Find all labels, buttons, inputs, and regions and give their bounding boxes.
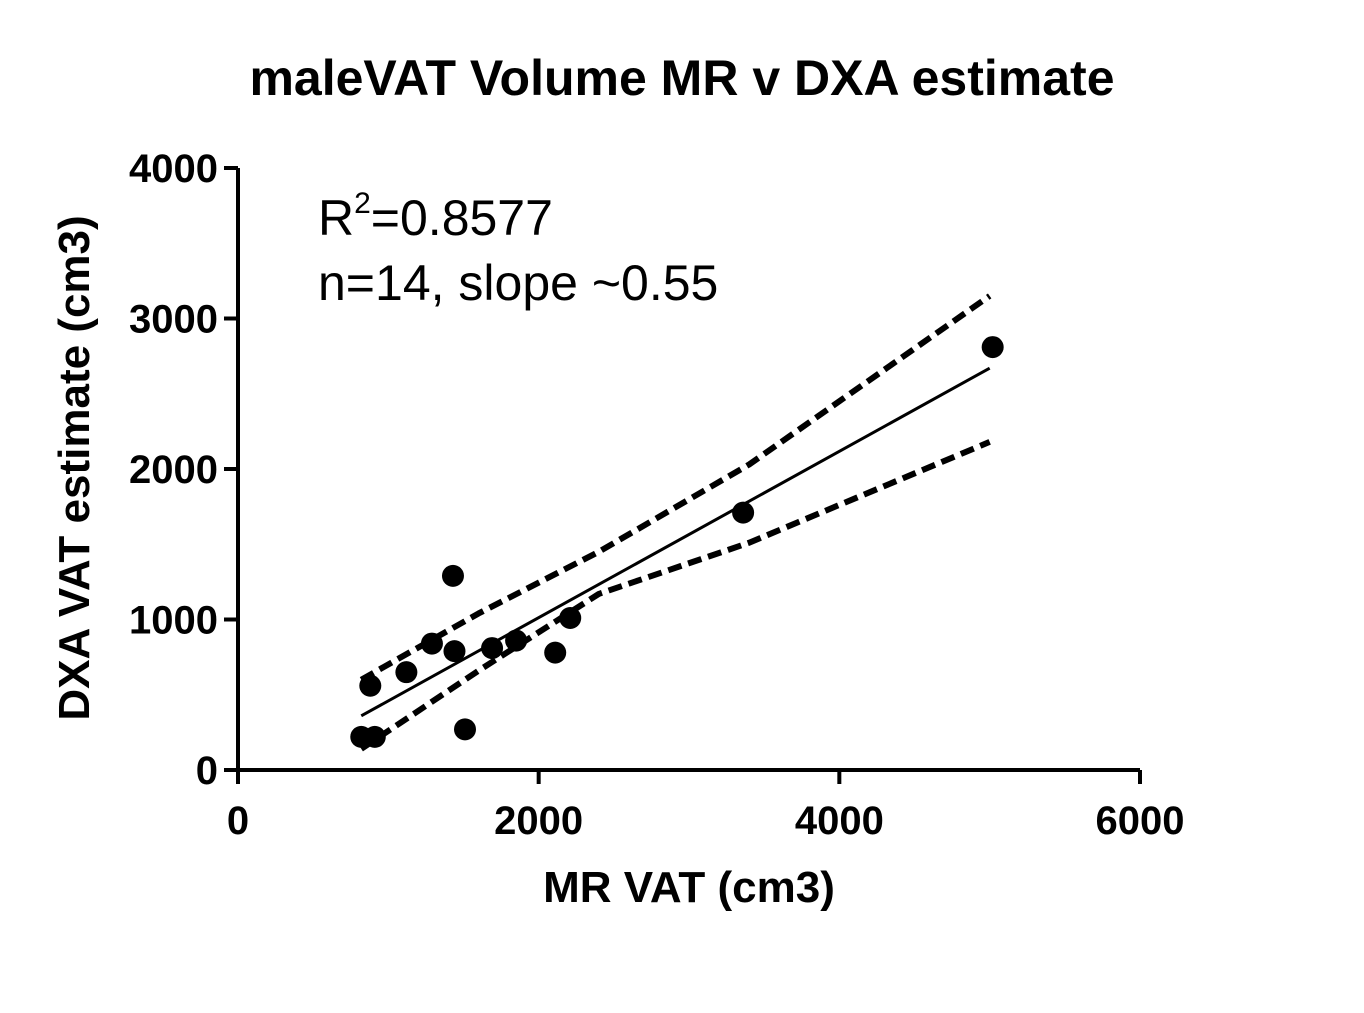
regression-group [360, 366, 991, 718]
confidence-bands [359, 293, 992, 752]
chart-title: maleVAT Volume MR v DXA estimate [249, 50, 1114, 106]
x-ticks: 0 2000 4000 6000 [227, 770, 1185, 843]
x-tick-label: 2000 [494, 799, 583, 843]
r-squared-base: R [318, 190, 354, 246]
data-point [420, 632, 443, 655]
data-point [454, 718, 477, 741]
data-point [981, 336, 1004, 359]
r-squared-value: =0.8577 [371, 190, 553, 246]
data-point [481, 637, 504, 660]
x-axis-label: MR VAT (cm3) [543, 863, 835, 912]
plot-area [350, 293, 1004, 752]
data-point [505, 629, 528, 652]
x-tick-label: 4000 [795, 799, 884, 843]
data-point [544, 641, 567, 664]
y-tick-label: 1000 [129, 599, 218, 643]
regression-line [360, 366, 991, 718]
upper-confidence-band [359, 293, 992, 683]
y-tick-label: 3000 [129, 298, 218, 342]
data-point [443, 640, 466, 663]
data-point [441, 564, 464, 587]
y-axis-label: DXA VAT estimate (cm3) [50, 215, 99, 720]
data-points [350, 336, 1004, 748]
x-tick-label: 0 [227, 799, 249, 843]
y-tick-label: 0 [196, 749, 218, 793]
lower-confidence-band [359, 439, 991, 752]
r-squared-exponent: 2 [354, 187, 371, 220]
axes: 0 2000 4000 6000 0 1000 2000 3000 4000 [129, 147, 1184, 843]
data-point [732, 501, 755, 524]
y-ticks: 0 1000 2000 3000 4000 [129, 147, 238, 793]
data-point [395, 661, 418, 684]
r-squared-annotation: R2=0.8577 [318, 187, 553, 246]
x-tick-label: 6000 [1096, 799, 1185, 843]
data-point [359, 674, 382, 697]
y-tick-label: 4000 [129, 147, 218, 191]
data-point [559, 606, 582, 629]
y-tick-label: 2000 [129, 448, 218, 492]
data-point [363, 725, 386, 748]
stats-annotation: n=14, slope ~0.55 [318, 255, 718, 311]
